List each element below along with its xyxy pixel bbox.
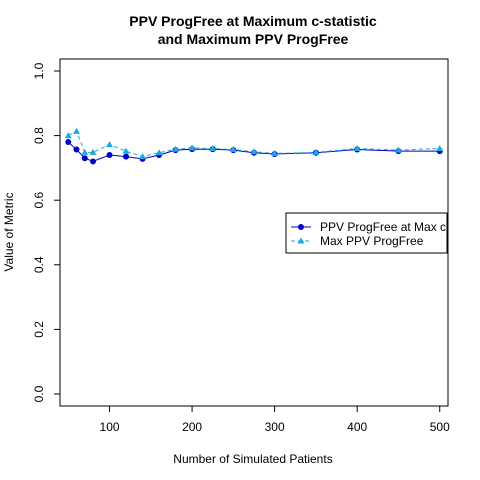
x-tick-label: 200 — [182, 420, 202, 434]
data-point-series-2 — [395, 146, 402, 153]
data-point-series-2 — [155, 149, 163, 156]
y-tick-label: 1.0 — [32, 62, 46, 79]
x-tick-label: 100 — [100, 420, 120, 434]
data-point-series-2 — [436, 145, 444, 151]
legend-box — [285, 212, 448, 254]
data-point-series-1 — [81, 155, 88, 162]
chart-title-line2: and Maximum PPV ProgFree — [158, 31, 349, 47]
y-tick-label: 0.4 — [32, 256, 46, 273]
x-axis: 100 200 300 400 500 — [100, 405, 450, 434]
data-point-series-1 — [90, 158, 97, 165]
legend-marker-series-2 — [297, 237, 305, 244]
legend: PPV ProgFree at Max c Max PPV ProgFree — [285, 212, 448, 254]
data-point-series-2 — [188, 144, 196, 151]
chart-title-line1: PPV ProgFree at Maximum c-statistic — [129, 13, 377, 29]
data-point-series-1 — [73, 146, 80, 153]
legend-label-series-2: Max PPV ProgFree — [320, 234, 424, 248]
series-layer — [64, 127, 444, 165]
data-point-series-2 — [250, 148, 258, 155]
y-tick-label: 0.0 — [32, 385, 46, 402]
data-point-series-2 — [64, 132, 72, 139]
data-point-series-2 — [81, 148, 89, 155]
data-point-series-2 — [139, 153, 147, 160]
data-point-series-2 — [73, 127, 80, 134]
data-point-series-2 — [209, 145, 217, 151]
data-point-series-2 — [229, 146, 237, 152]
y-axis: 0.0 0.2 0.4 0.6 0.8 1.0 — [32, 62, 61, 402]
data-point-series-2 — [172, 145, 180, 152]
data-point-series-1 — [123, 153, 130, 160]
data-point-series-1 — [106, 151, 113, 158]
data-point-series-2 — [89, 148, 97, 155]
x-tick-label: 400 — [347, 420, 367, 434]
y-tick-label: 0.6 — [32, 192, 46, 209]
legend-label-series-1: PPV ProgFree at Max c — [320, 220, 446, 234]
data-point-series-2 — [353, 145, 361, 151]
x-tick-label: 500 — [430, 420, 450, 434]
x-axis-label: Number of Simulated Patients — [173, 452, 332, 466]
data-point-series-2 — [122, 147, 130, 154]
y-tick-label: 0.8 — [32, 127, 46, 144]
data-point-series-2 — [271, 149, 279, 156]
x-tick-label: 300 — [265, 420, 285, 434]
y-tick-label: 0.2 — [32, 321, 46, 338]
data-point-series-1 — [65, 139, 72, 146]
data-point-series-2 — [106, 141, 113, 148]
data-point-series-2 — [312, 148, 320, 155]
legend-marker-series-1 — [298, 224, 304, 230]
y-axis-label: Value of Metric — [2, 192, 16, 271]
